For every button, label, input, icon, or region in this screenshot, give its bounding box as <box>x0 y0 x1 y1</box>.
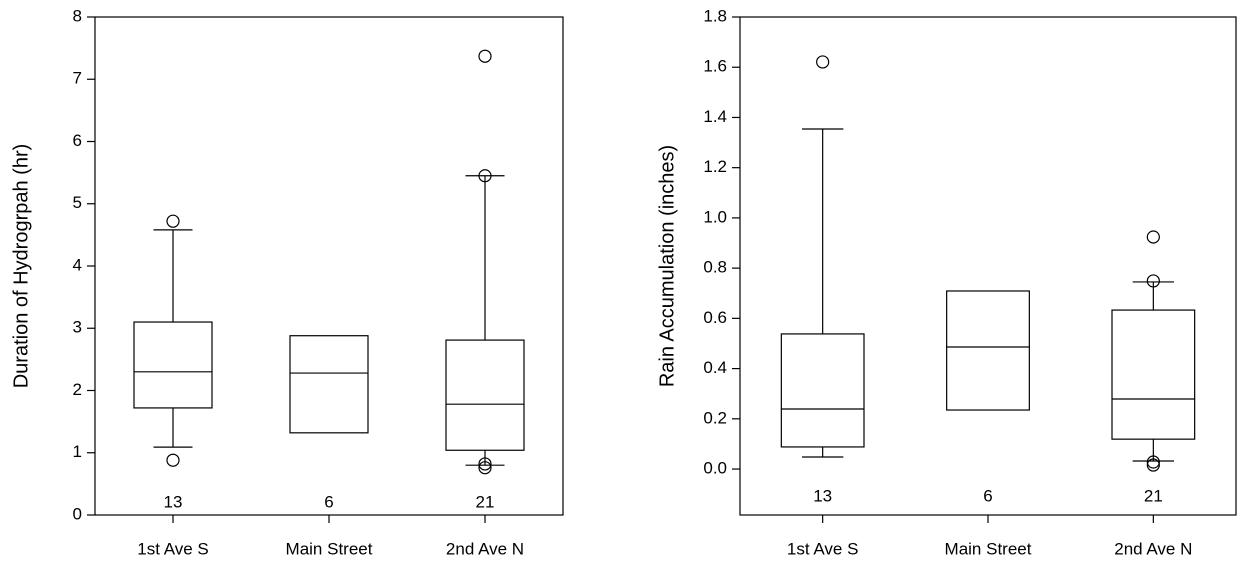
y-tick-label: 7 <box>73 69 82 88</box>
outlier <box>816 55 830 69</box>
y-tick-label: 1.6 <box>703 57 727 76</box>
x-tick-label: 1st Ave S <box>137 539 209 558</box>
outlier <box>1146 274 1160 288</box>
y-tick-label: 0 <box>73 504 82 523</box>
y-tick-label: 0.0 <box>703 459 727 478</box>
y-tick-label: 1.2 <box>703 157 727 176</box>
box <box>780 333 865 448</box>
outlier <box>478 169 492 183</box>
count-label: 21 <box>1144 486 1163 505</box>
count-label: 13 <box>164 492 183 511</box>
x-tick-label: 1st Ave S <box>787 539 859 558</box>
count-label: 6 <box>983 486 992 505</box>
x-tick-label: 2nd Ave N <box>446 539 524 558</box>
y-tick-label: 3 <box>73 318 82 337</box>
count-label: 13 <box>813 486 832 505</box>
y-tick-label: 2 <box>73 380 82 399</box>
y-axis-title: Duration of Hydrogrpah (hr) <box>10 144 32 389</box>
x-tick-label: Main Street <box>945 539 1032 558</box>
y-tick-label: 8 <box>73 6 82 25</box>
y-tick-label: 1 <box>73 442 82 461</box>
outlier <box>478 461 492 475</box>
y-tick-label: 0.2 <box>703 408 727 427</box>
box <box>289 335 369 434</box>
outlier <box>1146 455 1160 469</box>
outlier <box>478 457 492 471</box>
x-tick-label: Main Street <box>286 539 373 558</box>
y-tick-label: 1.8 <box>703 6 727 25</box>
outlier <box>166 453 180 467</box>
plot-frame <box>739 16 1237 516</box>
y-tick-label: 1.4 <box>703 107 727 126</box>
box <box>133 321 213 409</box>
y-tick-label: 0.8 <box>703 258 727 277</box>
y-tick-label: 0.6 <box>703 308 727 327</box>
x-tick-label: 2nd Ave N <box>1114 539 1192 558</box>
y-tick-label: 5 <box>73 193 82 212</box>
plot-frame <box>94 16 564 516</box>
count-label: 21 <box>476 492 495 511</box>
box <box>1111 309 1196 440</box>
outlier <box>478 49 492 63</box>
y-tick-label: 0.4 <box>703 358 727 377</box>
box <box>445 339 525 451</box>
box <box>946 290 1030 411</box>
y-tick-label: 1.0 <box>703 207 727 226</box>
outlier <box>166 214 180 228</box>
outlier <box>1146 458 1160 472</box>
y-tick-label: 6 <box>73 131 82 150</box>
y-tick-label: 4 <box>73 255 82 274</box>
outlier <box>1146 230 1160 244</box>
count-label: 6 <box>324 492 333 511</box>
y-axis-title: Rain Accumulation (inches) <box>656 145 678 387</box>
